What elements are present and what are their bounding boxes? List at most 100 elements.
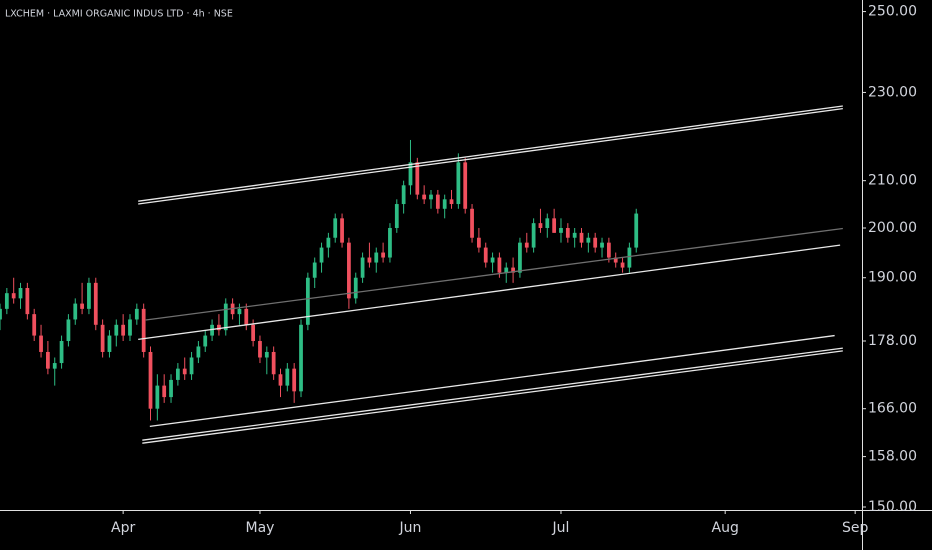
candle-body <box>435 194 440 209</box>
candle-body <box>237 308 242 315</box>
candle-body <box>18 287 23 299</box>
candle-body <box>292 368 297 392</box>
candle-body <box>203 335 208 347</box>
candle-body <box>141 308 146 352</box>
candle-body <box>367 257 372 263</box>
trendline <box>138 244 841 341</box>
candle-body <box>182 368 187 375</box>
y-tick-label: 250.00 <box>868 4 917 20</box>
candle-body <box>121 324 126 336</box>
candle-body <box>107 335 112 352</box>
candle-body <box>504 267 509 273</box>
candle-body <box>52 363 57 369</box>
candle-body <box>388 227 392 258</box>
candle-body <box>169 379 173 398</box>
candle-body <box>0 308 2 320</box>
candle-body <box>415 162 420 195</box>
candle-body <box>593 237 598 248</box>
candle-body <box>312 262 317 278</box>
x-tick-label: Jul <box>552 520 570 536</box>
candle-body <box>538 223 543 228</box>
candle-body <box>579 232 584 243</box>
y-tick-label: 190.00 <box>868 270 917 286</box>
candle-body <box>497 257 502 273</box>
candle-body <box>456 162 461 205</box>
candle-body <box>114 324 119 336</box>
candle-body <box>477 237 481 248</box>
candle-body <box>244 308 249 325</box>
candle-body <box>148 351 153 409</box>
candle-body <box>134 308 139 320</box>
x-tick-label: Jun <box>399 520 422 536</box>
candle-body <box>87 282 91 309</box>
candle-body <box>155 385 160 409</box>
candle-body <box>545 218 550 228</box>
candle-body <box>552 218 557 233</box>
y-tick-label: 230.00 <box>868 84 917 100</box>
x-tick-label: Sep <box>842 520 869 536</box>
candle-body <box>511 267 515 273</box>
candle-body <box>490 257 495 263</box>
trendline <box>145 227 843 321</box>
trendline <box>149 334 835 428</box>
candle-body <box>196 346 201 358</box>
candle-body <box>531 223 536 248</box>
candle-body <box>210 324 214 336</box>
trendline <box>142 350 843 444</box>
candle-body <box>470 208 474 238</box>
candle-body <box>73 303 78 320</box>
candle-body <box>271 351 276 375</box>
candle-body <box>463 162 468 209</box>
candle-body <box>572 232 577 238</box>
candle-body <box>32 314 37 336</box>
candle-body <box>620 262 625 268</box>
y-tick-label: 150.00 <box>868 499 917 515</box>
candle-body <box>401 185 406 205</box>
candle-body <box>258 341 262 358</box>
candle-body <box>128 319 132 336</box>
candle-body <box>66 319 71 342</box>
candle-body <box>251 324 256 342</box>
candle-body <box>360 257 365 278</box>
candle-body <box>586 237 591 243</box>
candle-body <box>524 242 529 248</box>
candle-body <box>422 194 427 200</box>
candle-body <box>299 324 303 392</box>
candle-body <box>559 227 563 233</box>
candle-body <box>39 335 43 352</box>
trendline <box>138 105 843 202</box>
candle-body <box>333 218 338 238</box>
candle-body <box>442 199 447 209</box>
candle-body <box>59 341 64 364</box>
candle-body <box>565 227 570 238</box>
candle-body <box>278 374 283 386</box>
y-tick-label: 166.00 <box>868 401 917 417</box>
candle-body <box>11 293 16 299</box>
candle-body <box>449 199 454 205</box>
candle-body <box>223 303 228 331</box>
candle-body <box>340 218 344 243</box>
candle-body <box>347 242 351 299</box>
candle-body <box>319 247 324 263</box>
candle-body <box>162 385 167 398</box>
candle-body <box>100 324 105 352</box>
candle-body <box>518 242 522 273</box>
trendline <box>138 107 843 205</box>
candle-body <box>80 303 84 309</box>
candle-body <box>93 282 98 325</box>
y-tick-label: 200.00 <box>868 220 917 236</box>
candle-body <box>175 368 180 380</box>
x-tick-label: Aug <box>712 520 739 536</box>
candle-body <box>627 247 632 268</box>
candle-body <box>374 252 379 263</box>
y-tick-label: 158.00 <box>868 449 917 465</box>
candle-body <box>217 324 221 331</box>
candle-body <box>483 247 488 263</box>
candle-body <box>264 351 269 358</box>
y-tick-label: 210.00 <box>868 173 917 189</box>
candle-body <box>381 252 385 258</box>
candle-body <box>326 237 331 248</box>
candle-body <box>305 277 310 325</box>
